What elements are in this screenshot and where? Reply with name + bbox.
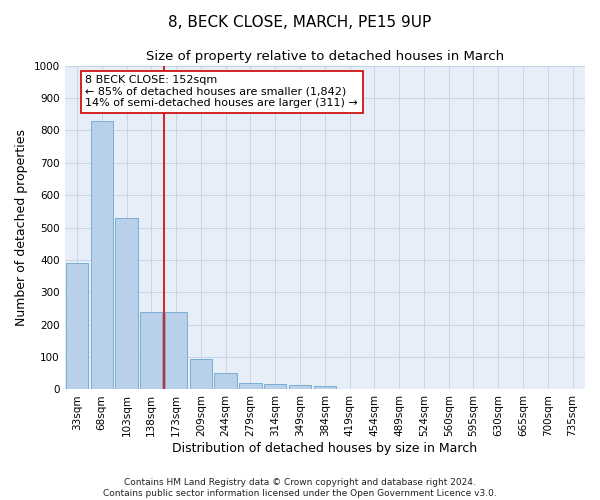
Bar <box>289 384 311 390</box>
Bar <box>115 218 137 390</box>
Y-axis label: Number of detached properties: Number of detached properties <box>15 129 28 326</box>
Text: Contains HM Land Registry data © Crown copyright and database right 2024.
Contai: Contains HM Land Registry data © Crown c… <box>103 478 497 498</box>
Bar <box>91 120 113 390</box>
Bar <box>264 384 286 390</box>
X-axis label: Distribution of detached houses by size in March: Distribution of detached houses by size … <box>172 442 478 455</box>
Text: 8, BECK CLOSE, MARCH, PE15 9UP: 8, BECK CLOSE, MARCH, PE15 9UP <box>169 15 431 30</box>
Bar <box>190 358 212 390</box>
Bar <box>140 312 163 390</box>
Bar <box>165 312 187 390</box>
Bar <box>66 263 88 390</box>
Bar <box>314 386 336 390</box>
Text: 8 BECK CLOSE: 152sqm
← 85% of detached houses are smaller (1,842)
14% of semi-de: 8 BECK CLOSE: 152sqm ← 85% of detached h… <box>85 76 358 108</box>
Bar <box>214 374 237 390</box>
Bar <box>239 383 262 390</box>
Title: Size of property relative to detached houses in March: Size of property relative to detached ho… <box>146 50 504 63</box>
